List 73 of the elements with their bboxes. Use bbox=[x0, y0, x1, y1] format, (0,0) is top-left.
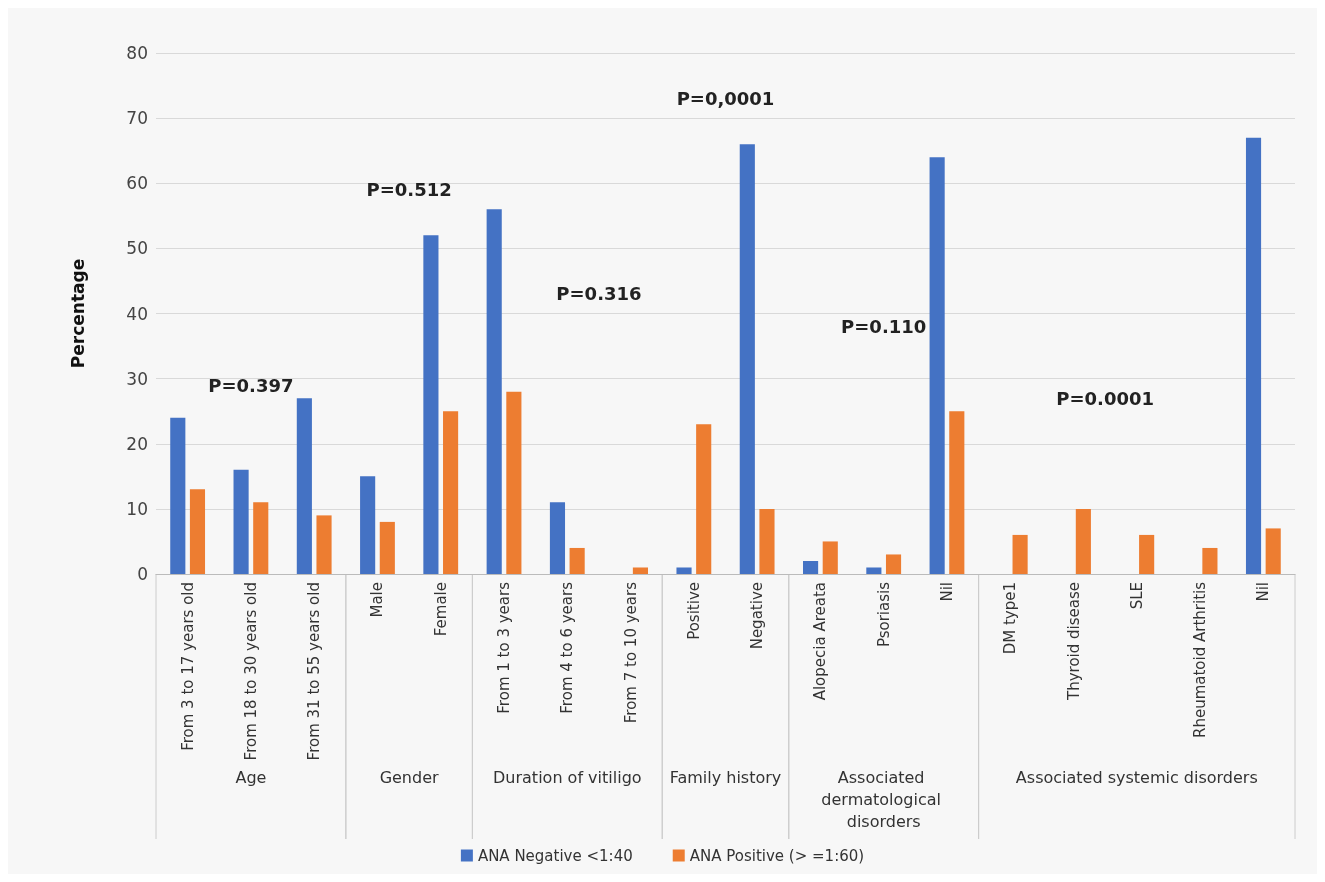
bar bbox=[296, 398, 312, 574]
x-tick-label: Negative bbox=[748, 582, 767, 650]
bar bbox=[1245, 137, 1262, 574]
y-tick-label: 0 bbox=[137, 564, 148, 584]
annotation: P=0.316 bbox=[556, 283, 642, 305]
x-tick-label: From 4 to 6 years bbox=[558, 581, 577, 714]
bar bbox=[866, 567, 882, 574]
x-tick-label: From 1 to 3 years bbox=[495, 581, 514, 714]
x-tick-label: Nil bbox=[937, 582, 956, 602]
x-tick-label: From 7 to 10 years bbox=[621, 581, 640, 724]
annotation: P=0.110 bbox=[841, 316, 927, 338]
bar bbox=[1012, 534, 1028, 574]
annotation: P=0.512 bbox=[366, 179, 452, 201]
annotation: P=0.0001 bbox=[1056, 387, 1155, 409]
x-tick-label: Male bbox=[368, 582, 387, 618]
x-tick-label: From 3 to 17 years old bbox=[178, 582, 197, 751]
y-tick-label: 30 bbox=[126, 368, 148, 389]
bar bbox=[443, 411, 459, 574]
bar bbox=[549, 502, 566, 574]
text: Duration of vitiligo bbox=[493, 767, 642, 787]
x-tick-label: DM type1 bbox=[1001, 582, 1020, 655]
bar bbox=[233, 469, 249, 574]
x-tick-label: Thyroid disease bbox=[1064, 582, 1083, 701]
legend-label: ANA Positive (> =1:60) bbox=[689, 846, 865, 865]
bar bbox=[929, 157, 945, 574]
x-tick-label: Female bbox=[431, 582, 450, 637]
x-tick-label: Alopecia Areata bbox=[811, 582, 830, 701]
bar bbox=[189, 489, 206, 574]
bar bbox=[253, 502, 269, 574]
x-tick-label: From 31 to 55 years old bbox=[305, 582, 324, 761]
bar bbox=[632, 567, 648, 574]
y-tick-label: 40 bbox=[126, 303, 148, 324]
bar bbox=[822, 541, 838, 574]
y-tick-label: 70 bbox=[126, 108, 148, 129]
bar bbox=[1139, 534, 1155, 574]
bar bbox=[360, 476, 376, 574]
bar bbox=[170, 417, 186, 574]
bar bbox=[1265, 528, 1281, 574]
legend-label: ANA Negative <1:40 bbox=[477, 846, 633, 865]
text: Gender bbox=[379, 767, 440, 787]
y-tick-label: 60 bbox=[126, 173, 148, 194]
text: Age bbox=[235, 767, 267, 787]
x-tick-label: Positive bbox=[684, 582, 703, 640]
bar bbox=[486, 209, 502, 574]
y-tick-label: 20 bbox=[126, 433, 148, 454]
text: Family history bbox=[669, 767, 782, 787]
bar bbox=[569, 547, 585, 574]
bar bbox=[759, 508, 775, 574]
x-tick-label: SLE bbox=[1127, 582, 1146, 610]
bar bbox=[676, 567, 692, 574]
y-tick-label: 80 bbox=[126, 43, 148, 63]
y-axis-title: Percentage bbox=[67, 258, 88, 369]
x-tick-label: Nil bbox=[1254, 582, 1273, 602]
x-tick-label: Psoriasis bbox=[874, 581, 893, 648]
bar bbox=[803, 560, 819, 574]
bar bbox=[739, 144, 755, 574]
bar bbox=[949, 411, 965, 574]
bar bbox=[423, 235, 439, 574]
y-tick-label: 10 bbox=[126, 498, 148, 519]
annotation: P=0,0001 bbox=[676, 88, 775, 110]
bar bbox=[506, 391, 522, 574]
bar bbox=[1075, 508, 1091, 574]
bar bbox=[379, 521, 395, 574]
text: Associated systemic disorders bbox=[1015, 767, 1258, 787]
bar bbox=[885, 554, 902, 574]
y-tick-label: 50 bbox=[126, 238, 148, 259]
x-tick-label: From 18 to 30 years old bbox=[241, 582, 260, 761]
bar bbox=[1202, 547, 1218, 574]
bar bbox=[696, 424, 712, 574]
bar bbox=[316, 515, 332, 574]
text: Associated dermatological disorders bbox=[821, 767, 947, 831]
annotation: P=0.397 bbox=[208, 374, 294, 396]
x-tick-label: Rheumatoid Arthritis bbox=[1191, 581, 1210, 738]
